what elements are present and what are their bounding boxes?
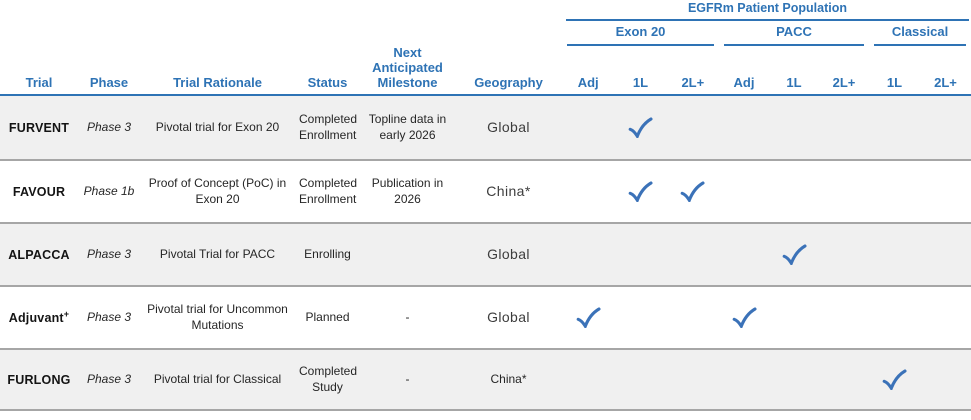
table-row: ALPACCA Phase 3 Pivotal Trial for PACC E… <box>0 222 971 285</box>
checkmark-icon <box>628 117 653 138</box>
phase: Phase 3 <box>86 246 132 261</box>
geography: Global <box>487 119 530 136</box>
population-header-strip: EGFRm Patient Population <box>562 0 971 21</box>
check-pacc-adj <box>719 307 769 328</box>
phase: Phase 3 <box>86 371 132 386</box>
status: Completed Study <box>299 363 358 394</box>
col-header-rationale: Trial Rationale <box>173 75 262 90</box>
check-classical-1l <box>869 369 920 390</box>
check-exon20-1l <box>614 181 666 202</box>
col-header-pacc-adj: Adj <box>733 75 755 90</box>
check-exon20-adj <box>562 307 614 328</box>
trial-rationale: Pivotal trial for Uncommon Mutations <box>147 301 288 332</box>
checkmark-icon <box>782 244 807 265</box>
status: Enrolling <box>304 246 351 261</box>
table-row: FURVENT Phase 3 Pivotal trial for Exon 2… <box>0 96 971 159</box>
col-header-phase: Phase <box>89 75 129 90</box>
phase: Phase 3 <box>86 309 132 324</box>
table-row: FURLONG Phase 3 Pivotal trial for Classi… <box>0 348 971 411</box>
table-row: FAVOUR Phase 1b Proof of Concept (PoC) i… <box>0 159 971 222</box>
group-exon20: Exon 20 <box>562 21 719 46</box>
geography: China* <box>486 183 531 200</box>
checkmark-icon <box>882 369 907 390</box>
column-headers: Trial Phase Trial Rationale Status Next … <box>0 45 971 96</box>
checkmark-icon <box>628 181 653 202</box>
status: Planned <box>305 309 350 324</box>
population-groups: Exon 20 PACC Classical <box>562 21 971 46</box>
col-header-pacc-1l: 1L <box>786 75 802 90</box>
group-pacc: PACC <box>719 21 869 46</box>
population-header: EGFRm Patient Population <box>566 0 969 21</box>
trial-name: FAVOUR <box>12 184 66 199</box>
col-header-classical-2l: 2L+ <box>934 75 957 90</box>
col-header-trial: Trial <box>25 75 53 90</box>
checkmark-icon <box>732 307 757 328</box>
col-header-milestone: Next Anticipated Milestone <box>372 45 443 90</box>
trial-name: ALPACCA <box>8 247 70 262</box>
check-pacc-1l <box>769 244 819 265</box>
milestone: Topline data in early 2026 <box>368 111 447 142</box>
group-classical: Classical <box>869 21 971 46</box>
col-header-exon20-1l: 1L <box>632 75 649 90</box>
col-header-status: Status <box>307 75 348 90</box>
col-header-classical-1l: 1L <box>886 75 903 90</box>
milestone: - <box>405 371 410 386</box>
phase: Phase 1b <box>83 183 135 198</box>
trial-rationale: Pivotal trial for Classical <box>153 371 282 386</box>
checkmark-icon <box>680 181 705 202</box>
status: Completed Enrollment <box>299 111 358 142</box>
checkmark-icon <box>576 307 601 328</box>
check-exon20-1l <box>614 117 666 138</box>
trial-name: FURVENT <box>8 120 70 135</box>
status: Completed Enrollment <box>299 175 358 206</box>
table-row: Adjuvant+ Phase 3 Pivotal trial for Unco… <box>0 285 971 348</box>
geography: Global <box>487 309 530 326</box>
milestone: Publication in 2026 <box>371 175 444 206</box>
col-header-geography: Geography <box>474 75 543 90</box>
table-header: EGFRm Patient Population Exon 20 PACC Cl… <box>0 0 971 96</box>
trial-name: Adjuvant+ <box>8 308 70 325</box>
geography: China* <box>490 371 527 386</box>
check-exon20-2l <box>667 181 719 202</box>
phase: Phase 3 <box>86 119 132 134</box>
trial-rationale: Pivotal trial for Exon 20 <box>155 119 280 134</box>
col-header-exon20-2l: 2L+ <box>681 75 705 90</box>
col-header-pacc-2l: 2L+ <box>832 75 856 90</box>
trial-rationale: Pivotal Trial for PACC <box>159 246 276 261</box>
col-header-exon20-adj: Adj <box>577 75 599 90</box>
geography: Global <box>487 246 530 263</box>
trial-name: FURLONG <box>7 372 71 387</box>
trial-rationale: Proof of Concept (PoC) in Exon 20 <box>148 175 287 206</box>
milestone: - <box>405 309 410 324</box>
